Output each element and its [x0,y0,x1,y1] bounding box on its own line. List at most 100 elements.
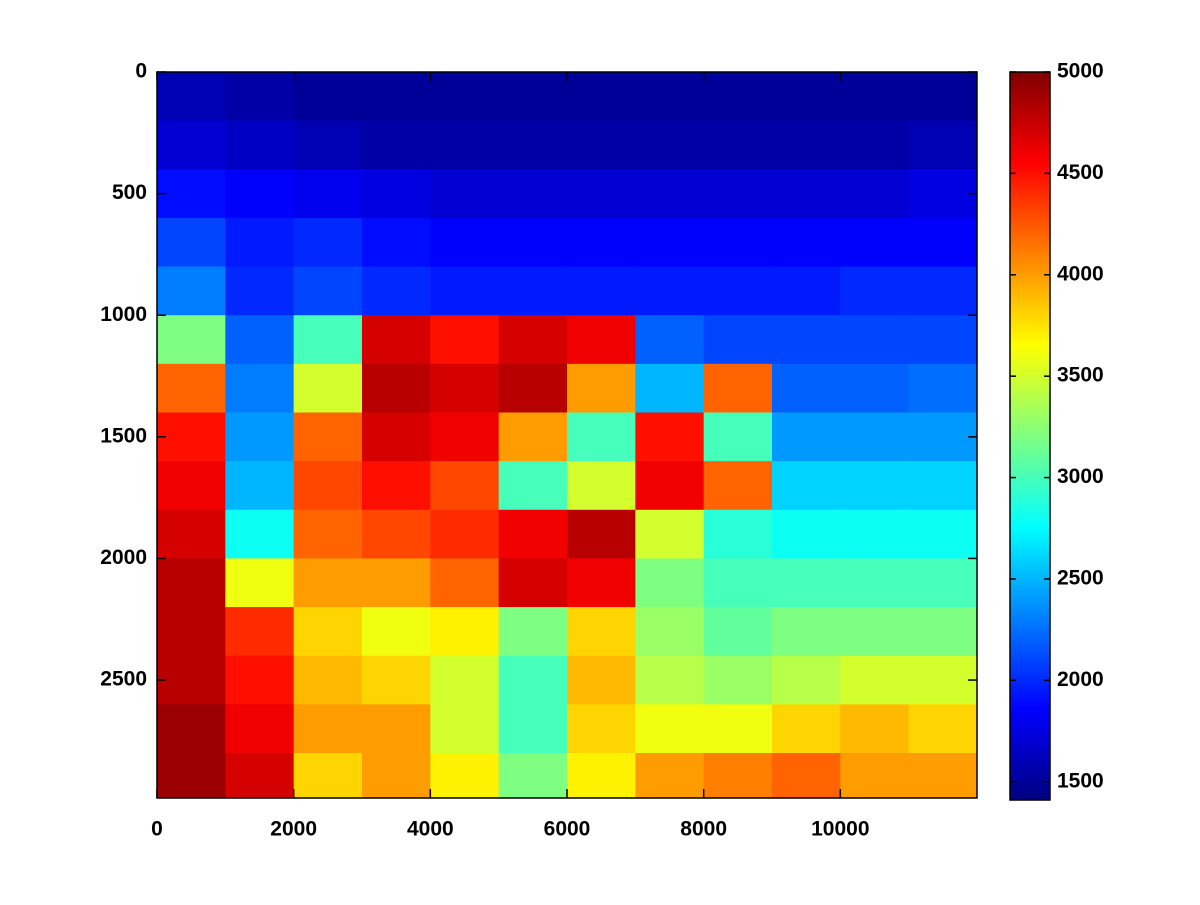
heatmap-cell [225,461,295,511]
heatmap-cell [362,120,431,170]
heatmap-cell [840,217,910,268]
heatmap-cell [157,461,226,511]
x-tick-label: 8000 [680,818,727,841]
heatmap-cell [362,655,431,705]
heatmap-cell [362,753,431,798]
heatmap-cell [635,412,705,462]
heatmap-cell [908,72,977,122]
heatmap-cell [362,266,431,316]
heatmap-cell [293,461,363,511]
heatmap-cell [703,120,773,170]
y-tick-label: 0 [135,60,147,83]
heatmap-cell [293,315,363,365]
heatmap-cell [635,558,705,608]
heatmap-cell [635,120,705,170]
heatmap-cell [225,412,295,462]
heatmap-cell [362,217,431,268]
heatmap-cell [567,509,636,559]
heatmap-cell [430,509,500,559]
heatmap-cell [293,72,363,122]
heatmap-cell [772,363,841,414]
heatmap-cell [772,120,841,170]
heatmap-cell [840,704,910,754]
heatmap-cell [840,655,910,705]
heatmap-cell [635,363,705,414]
heatmap-cell [498,266,568,316]
heatmap-cell [430,461,500,511]
heatmap-cell [157,169,226,219]
heatmap-cell [840,266,910,316]
heatmap-cell [293,558,363,608]
heatmap-cell [430,363,500,414]
heatmap-cell [840,120,910,170]
heatmap-cell [703,558,773,608]
heatmap-cell [157,655,226,705]
heatmap-cell [362,461,431,511]
heatmap-cell [362,607,431,657]
heatmap-cell [703,315,773,365]
heatmap-cell [703,655,773,705]
heatmap-cell [908,753,977,798]
y-tick-label: 2000 [100,546,147,569]
heatmap-cell [567,607,636,657]
colorbar-tick-label: 2500 [1057,567,1104,590]
heatmap-cell [908,607,977,657]
heatmap-cell [498,704,568,754]
heatmap-cell [772,655,841,705]
heatmap-cell [430,704,500,754]
heatmap-cell [908,120,977,170]
heatmap-cell [908,266,977,316]
y-tick-label: 2500 [100,668,147,691]
heatmap-cell [225,315,295,365]
heatmap-cell [157,558,226,608]
heatmap-cell [293,704,363,754]
heatmap-cell [225,655,295,705]
heatmap-cell [635,607,705,657]
heatmap-cell [772,461,841,511]
heatmap-cell [157,509,226,559]
x-tick-label: 4000 [407,818,454,841]
colorbar-tick-label: 1500 [1057,769,1104,792]
heatmap-cell [225,169,295,219]
heatmap-cell [225,120,295,170]
heatmap-cell [567,217,636,268]
colorbar-tick-label: 4500 [1057,161,1104,184]
x-tick-label: 0 [151,818,163,841]
heatmap-cell [293,266,363,316]
heatmap-cell [840,753,910,798]
heatmap-cell [225,363,295,414]
heatmap-cell [430,72,500,122]
heatmap-cell [772,169,841,219]
heatmap-cell [225,509,295,559]
heatmap-cell [703,363,773,414]
heatmap-cell [157,217,226,268]
heatmap-cell [293,753,363,798]
heatmap-cell [157,363,226,414]
heatmap-cell [293,363,363,414]
heatmap-cell [430,266,500,316]
heatmap-cell [225,217,295,268]
heatmap-cell [567,363,636,414]
heatmap-cell [772,72,841,122]
heatmap-cell [703,607,773,657]
colorbar-tick-label: 2000 [1057,668,1104,691]
heatmap-cell [635,72,705,122]
heatmap-cell [908,461,977,511]
heatmap-cell [567,412,636,462]
heatmap-cell [840,558,910,608]
heatmap-cell [157,704,226,754]
heatmap-cell [567,753,636,798]
heatmap-cell [157,120,226,170]
heatmap-cell [430,315,500,365]
heatmap-cell [293,607,363,657]
colorbar-tick-label: 3000 [1057,465,1104,488]
heatmap-cell [225,266,295,316]
y-tick-label: 1000 [100,303,147,326]
heatmap-cell [498,72,568,122]
heatmap-cell [840,169,910,219]
heatmap-cell [635,217,705,268]
heatmap-cell [498,461,568,511]
heatmap-cell [840,72,910,122]
heatmap-cell [567,655,636,705]
heatmap-cell [567,72,636,122]
